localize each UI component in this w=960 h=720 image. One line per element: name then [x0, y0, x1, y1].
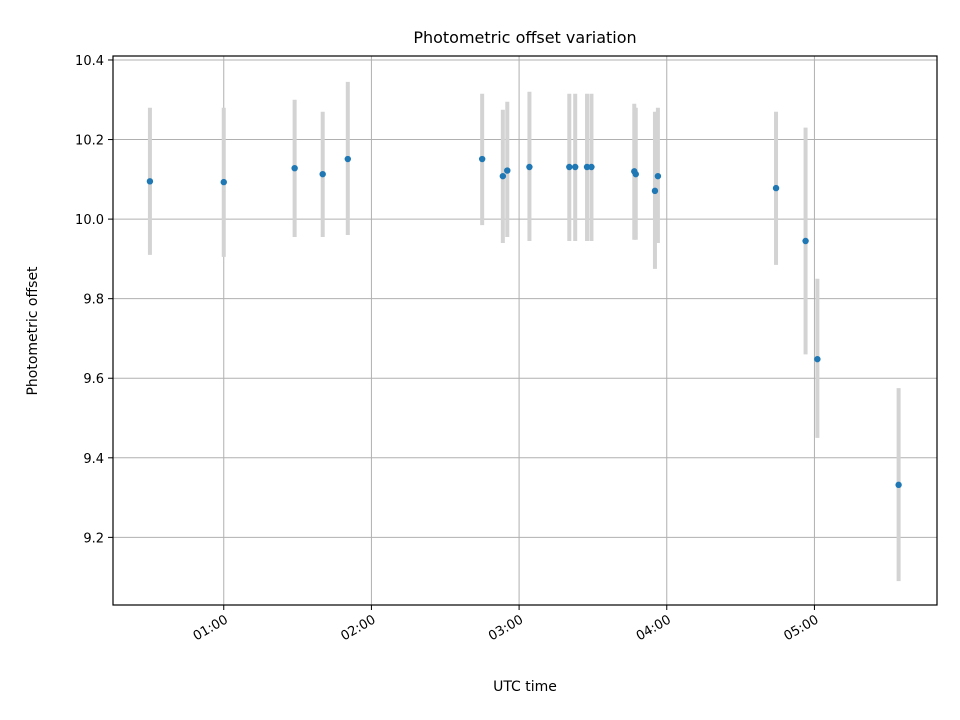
data-point [499, 172, 507, 180]
x-tick-label: 03:00 [486, 612, 526, 644]
data-point [588, 163, 595, 171]
data-point [654, 172, 662, 180]
data-point [651, 187, 659, 195]
data-point [291, 164, 298, 172]
y-axis-label: Photometric offset [25, 266, 41, 396]
y-tick-label: 9.6 [83, 372, 104, 387]
y-tick-label: 10.0 [75, 213, 104, 228]
data-point [814, 355, 821, 363]
chart-title: Photometric offset variation [413, 28, 636, 47]
y-tick-label: 9.8 [83, 293, 104, 308]
y-tick-label: 9.4 [83, 452, 104, 467]
data-point [319, 170, 326, 178]
grid-lines [113, 56, 937, 605]
y-tick-label: 9.2 [83, 531, 104, 546]
plot-frame [112, 55, 938, 606]
data-point [146, 178, 154, 185]
y-axis-ticks: 9.2 9.4 9.6 9.8 10.0 10.2 10.4 [75, 54, 113, 546]
error-bars [147, 81, 901, 582]
x-axis-ticks: 01:00 02:00 03:00 04:00 05:00 [191, 605, 821, 644]
data-point [802, 237, 809, 245]
data-point [572, 163, 579, 171]
data-point [478, 155, 486, 163]
data-points [146, 155, 902, 489]
data-point [895, 481, 902, 489]
x-tick-label: 01:00 [191, 612, 231, 644]
x-tick-label: 05:00 [781, 612, 821, 644]
y-tick-label: 10.4 [75, 54, 104, 69]
x-axis-label: UTC time [493, 679, 557, 695]
y-tick-label: 10.2 [75, 134, 104, 149]
data-point [344, 155, 351, 163]
data-point [526, 163, 533, 171]
data-point [772, 184, 780, 192]
data-point [220, 178, 227, 186]
data-point [504, 167, 511, 174]
x-tick-label: 04:00 [634, 612, 674, 644]
x-tick-label: 02:00 [338, 612, 378, 644]
data-point [583, 163, 591, 171]
data-point [632, 170, 639, 178]
data-point [566, 163, 573, 171]
